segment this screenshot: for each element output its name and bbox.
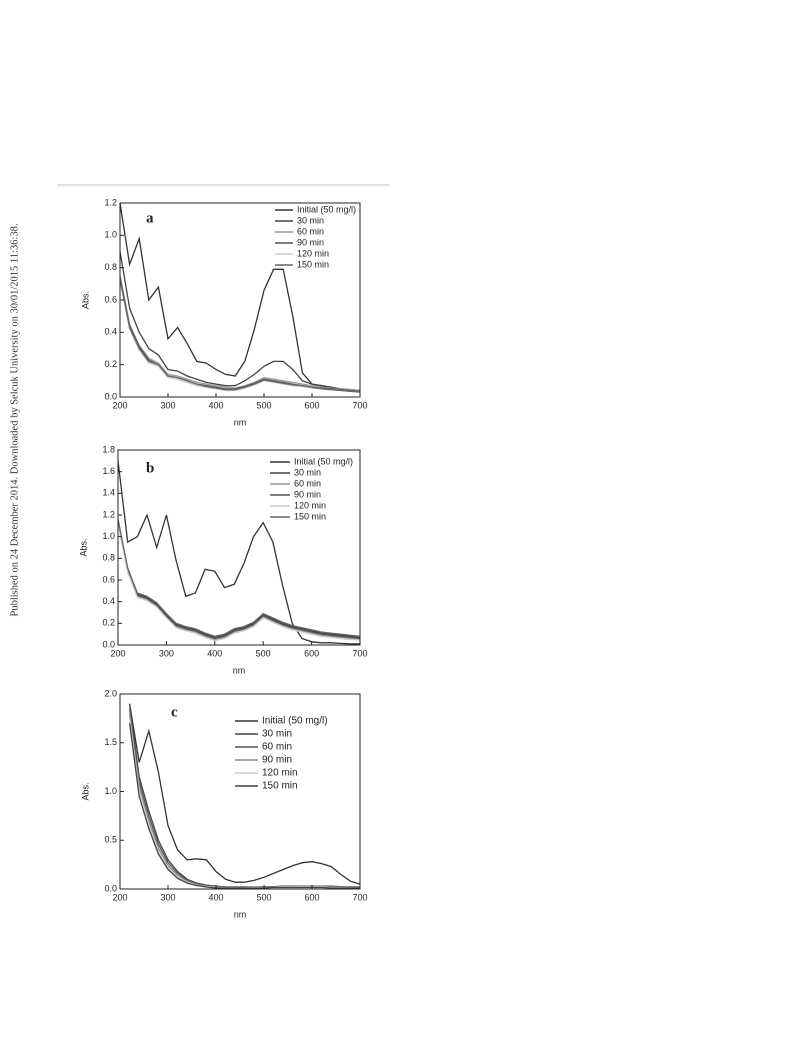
legend-label: 30 min xyxy=(294,467,321,477)
x-tick-label: 300 xyxy=(159,648,174,658)
x-tick-label: 400 xyxy=(208,892,223,902)
data-line xyxy=(118,460,360,645)
data-line xyxy=(118,522,360,641)
legend-label: 30 min xyxy=(297,215,324,225)
panel-label: b xyxy=(146,460,154,476)
y-tick-label: 0.0 xyxy=(104,883,117,893)
legend-label: Initial (50 mg/l) xyxy=(262,716,328,727)
panel-label: a xyxy=(146,210,154,226)
y-tick-label: 1.0 xyxy=(104,230,117,240)
y-axis-label: Abs. xyxy=(78,538,88,556)
x-tick-label: 700 xyxy=(352,892,367,902)
panel-label: c xyxy=(171,704,178,720)
plot-area xyxy=(128,703,360,889)
y-tick-label: 1.8 xyxy=(102,444,115,454)
x-tick-label: 200 xyxy=(112,892,127,902)
x-tick-label: 500 xyxy=(256,648,271,658)
data-line xyxy=(120,280,360,393)
y-tick-label: 0.0 xyxy=(104,391,117,401)
y-tick-label: 1.4 xyxy=(102,488,115,498)
y-tick-label: 2.0 xyxy=(104,688,117,698)
legend-label: 60 min xyxy=(262,742,292,753)
data-line xyxy=(120,277,360,392)
x-tick-label: 200 xyxy=(110,648,125,658)
x-tick-label: 200 xyxy=(112,400,127,410)
legend-label: 90 min xyxy=(294,489,321,499)
data-line xyxy=(120,275,360,392)
x-tick-label: 500 xyxy=(256,400,271,410)
x-axis-label: nm xyxy=(234,909,247,919)
y-tick-label: 1.0 xyxy=(104,786,117,796)
y-tick-label: 1.2 xyxy=(104,197,117,207)
y-axis-label: Abs. xyxy=(80,291,90,309)
x-tick-label: 300 xyxy=(160,400,175,410)
x-tick-label: 600 xyxy=(304,892,319,902)
legend-label: 60 min xyxy=(294,478,321,488)
y-tick-label: 0.4 xyxy=(104,327,117,337)
y-tick-label: 0.8 xyxy=(102,553,115,563)
data-line xyxy=(120,278,360,393)
x-tick-label: 600 xyxy=(304,400,319,410)
x-tick-label: 400 xyxy=(207,648,222,658)
margin-note: Published on 24 December 2014. Downloade… xyxy=(9,223,20,616)
y-tick-label: 1.0 xyxy=(102,531,115,541)
legend-label: 150 min xyxy=(262,781,298,792)
y-axis-label: Abs. xyxy=(80,782,90,800)
legend-label: 150 min xyxy=(294,511,326,521)
x-axis-label: nm xyxy=(234,417,247,427)
data-line xyxy=(118,519,360,637)
legend-label: 60 min xyxy=(297,226,324,236)
x-tick-label: 400 xyxy=(208,400,223,410)
x-tick-label: 600 xyxy=(304,648,319,658)
x-axis-label: nm xyxy=(233,665,246,675)
data-line xyxy=(128,723,360,889)
data-line xyxy=(118,520,360,639)
y-tick-label: 0.5 xyxy=(104,835,117,845)
plot-area xyxy=(120,203,360,393)
y-tick-label: 1.2 xyxy=(102,509,115,519)
x-tick-label: 300 xyxy=(160,892,175,902)
y-tick-label: 0.4 xyxy=(102,596,115,606)
legend-label: 90 min xyxy=(262,755,292,766)
y-tick-label: 0.2 xyxy=(102,618,115,628)
y-tick-label: 0.6 xyxy=(104,294,117,304)
legend-label: Initial (50 mg/l) xyxy=(294,456,353,466)
data-line xyxy=(118,523,360,642)
data-line xyxy=(118,521,360,640)
y-tick-label: 1.5 xyxy=(104,737,117,747)
y-tick-label: 0.2 xyxy=(104,359,117,369)
legend-label: 120 min xyxy=(262,768,298,779)
legend-label: 30 min xyxy=(262,729,292,740)
plot-frame xyxy=(117,449,361,646)
legend-label: 90 min xyxy=(297,237,324,247)
legend-label: 120 min xyxy=(294,500,326,510)
legend-label: Initial (50 mg/l) xyxy=(297,204,356,214)
y-tick-label: 0.0 xyxy=(102,639,115,649)
data-line xyxy=(120,251,360,392)
x-tick-label: 700 xyxy=(352,400,367,410)
plot-area xyxy=(118,460,360,645)
x-tick-label: 500 xyxy=(256,892,271,902)
legend-label: 120 min xyxy=(297,248,329,258)
y-tick-label: 0.6 xyxy=(102,574,115,584)
y-tick-label: 0.8 xyxy=(104,262,117,272)
legend-label: 150 min xyxy=(297,259,329,269)
data-line xyxy=(128,703,360,885)
x-tick-label: 700 xyxy=(352,648,367,658)
y-tick-label: 1.6 xyxy=(102,466,115,476)
